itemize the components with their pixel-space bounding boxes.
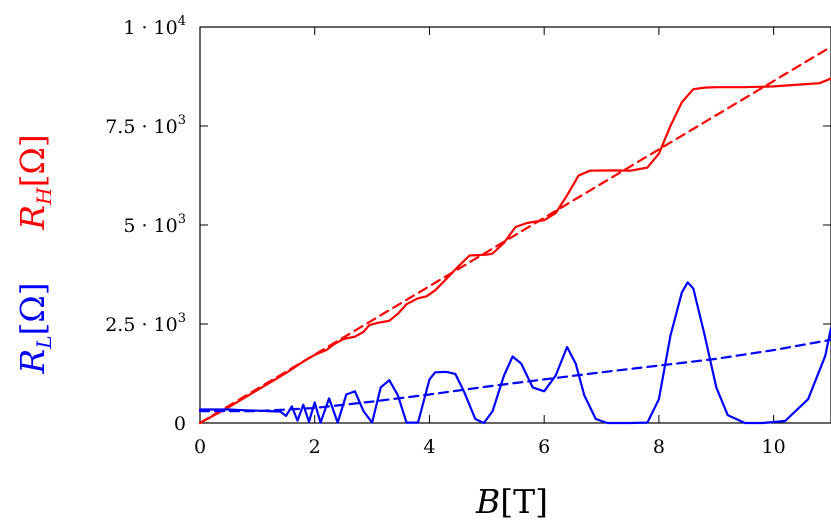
x-tick-label: 10 [762,436,786,458]
x-tick-label: 0 [194,436,206,458]
series-line-blue-solid [198,281,831,425]
series-line-red-dashed [198,45,831,425]
y-tick-label: 1 · 104 [123,14,186,39]
y-tick-label: 7.5 · 103 [105,113,186,138]
x-tick-label: 6 [538,436,550,458]
y-tick-label: 5 · 103 [123,212,186,237]
y-axis-title-rh: RH[Ω] [13,134,56,230]
series-line-red-solid [198,77,831,425]
y-tick-label: 2.5 · 103 [105,311,186,336]
x-tick-label: 8 [653,436,665,458]
series-group [198,45,831,425]
x-tick-labels: 0 2 4 6 8 10 [194,436,786,458]
y-tick-labels: 0 2.5 · 103 5 · 103 7.5 · 103 1 · 104 [105,14,186,435]
series-line-blue-dashed [198,338,831,413]
y-tick-label: 0 [174,413,186,435]
y-axis-title-rl: RL[Ω] [13,282,56,374]
x-tick-label: 2 [309,436,321,458]
x-axis-title: B[T] [475,482,548,521]
x-tick-label: 4 [423,436,435,458]
